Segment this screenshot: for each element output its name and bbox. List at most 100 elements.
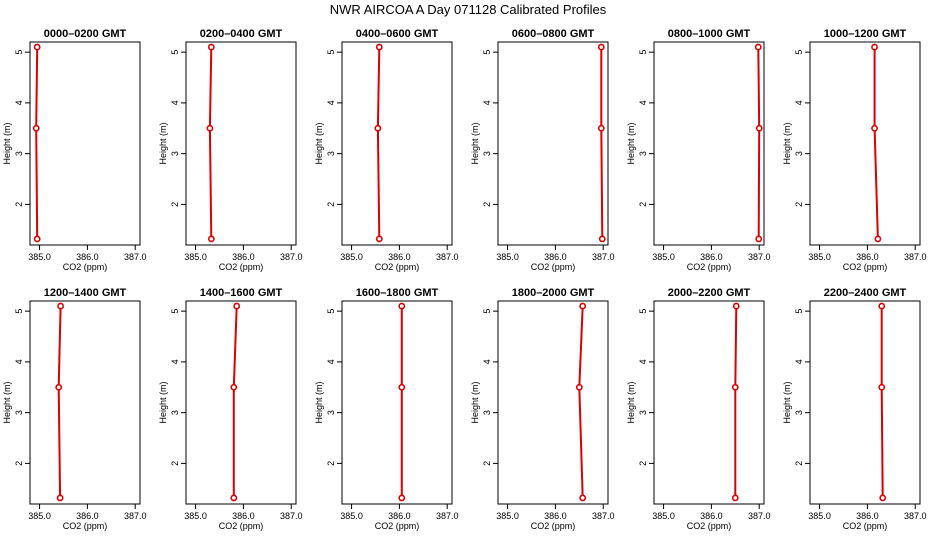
- panel-title: 0800–1000 GMT: [668, 28, 751, 40]
- x-tick-label: 385.0: [496, 511, 519, 521]
- y-tick-label: 5: [482, 50, 492, 55]
- y-axis-label: Height (m): [626, 381, 636, 423]
- x-tick-label: 386.0: [388, 511, 411, 521]
- chart-panel: 0800–1000 GMT 385.0 386.0 387.0 CO2 (ppm) 2 3 4…: [626, 28, 770, 272]
- y-tick-label: 4: [482, 359, 492, 364]
- chart-panel: 1000–1200 GMT 385.0 386.0 387.0 CO2 (ppm) 2 3 4…: [782, 28, 926, 272]
- plot-frame: [653, 300, 765, 505]
- data-point: [597, 124, 605, 132]
- x-tick-label: 387.0: [904, 252, 927, 262]
- y-tick-label: 2: [170, 202, 180, 207]
- y-tick-label: 3: [794, 410, 804, 415]
- x-axis-label: CO2 (ppm): [531, 262, 576, 272]
- data-point: [871, 43, 878, 51]
- x-tick-label: 386.0: [76, 511, 99, 521]
- data-point: [598, 235, 606, 243]
- plot-frame: [341, 300, 453, 505]
- data-point: [207, 43, 215, 51]
- plot-frame: [29, 41, 141, 246]
- y-axis-label: Height (m): [158, 122, 168, 164]
- x-axis-label: CO2 (ppm): [375, 262, 420, 272]
- plot-frame: [497, 300, 609, 505]
- chart-panel: 0200–0400 GMT 385.0 386.0 387.0 CO2 (ppm) 2 3 4…: [158, 28, 302, 272]
- data-point: [398, 302, 406, 310]
- x-tick-label: 387.0: [748, 252, 771, 262]
- chart-panel: 0600–0800 GMT 385.0 386.0 387.0 CO2 (ppm) 2 3 4…: [470, 28, 614, 272]
- data-point: [874, 235, 882, 243]
- data-point: [579, 494, 587, 502]
- y-tick-label: 5: [170, 50, 180, 55]
- x-tick-label: 386.0: [700, 252, 723, 262]
- chart-panel: 1800–2000 GMT 385.0 386.0 387.0 CO2 (ppm) 2 3 4…: [470, 287, 614, 531]
- plot-frame: [809, 41, 921, 246]
- x-tick-label: 386.0: [856, 511, 879, 521]
- y-tick-label: 3: [170, 151, 180, 156]
- data-point: [878, 383, 886, 391]
- profile-line: [232, 306, 238, 498]
- y-tick-label: 5: [326, 309, 336, 314]
- y-tick-label: 5: [482, 309, 492, 314]
- y-tick-label: 5: [638, 50, 648, 55]
- y-tick-label: 5: [14, 309, 24, 314]
- x-tick-label: 387.0: [124, 511, 147, 521]
- panel-title: 1000–1200 GMT: [824, 28, 907, 40]
- y-tick-label: 4: [170, 359, 180, 364]
- panel-title: 0000–0200 GMT: [44, 28, 127, 40]
- x-axis-label: CO2 (ppm): [531, 521, 576, 531]
- data-point: [230, 494, 238, 502]
- x-tick-label: 385.0: [340, 252, 363, 262]
- x-axis-label: CO2 (ppm): [375, 521, 420, 531]
- y-tick-label: 5: [638, 309, 648, 314]
- x-tick-label: 385.0: [652, 511, 675, 521]
- data-point: [375, 235, 383, 243]
- x-tick-label: 386.0: [856, 252, 879, 262]
- y-tick-label: 4: [14, 359, 24, 364]
- chart-panel: 1200–1400 GMT 385.0 386.0 387.0 CO2 (ppm) 2 3 4…: [2, 287, 146, 531]
- x-axis-label: CO2 (ppm): [63, 521, 108, 531]
- y-tick-label: 2: [638, 202, 648, 207]
- plot-frame: [29, 300, 141, 505]
- data-point: [398, 494, 406, 502]
- y-axis-label: Height (m): [2, 381, 12, 423]
- x-tick-label: 385.0: [28, 511, 51, 521]
- data-point: [575, 383, 583, 391]
- x-tick-label: 387.0: [280, 511, 303, 521]
- profile-line: [578, 306, 584, 498]
- data-point: [731, 383, 739, 391]
- profile-line: [757, 47, 761, 239]
- x-tick-label: 386.0: [232, 252, 255, 262]
- profile-line: [880, 306, 884, 498]
- panel-title: 0400–0600 GMT: [356, 28, 439, 40]
- y-tick-label: 4: [794, 359, 804, 364]
- chart-panel: 1600–1800 GMT 385.0 386.0 387.0 CO2 (ppm) 2 3 4…: [314, 287, 458, 531]
- y-tick-label: 2: [170, 461, 180, 466]
- profile-line: [35, 47, 39, 239]
- plot-frame: [185, 41, 297, 246]
- profile-line: [57, 306, 62, 498]
- panel-title: 2000–2200 GMT: [668, 287, 751, 299]
- x-axis-label: CO2 (ppm): [687, 262, 732, 272]
- y-tick-label: 4: [170, 100, 180, 105]
- y-tick-label: 4: [638, 100, 648, 105]
- plot-frame: [185, 300, 297, 505]
- y-tick-label: 2: [482, 461, 492, 466]
- x-axis-label: CO2 (ppm): [843, 521, 888, 531]
- y-axis-label: Height (m): [782, 381, 792, 423]
- data-point: [32, 124, 40, 132]
- x-axis-label: CO2 (ppm): [63, 262, 108, 272]
- data-point: [879, 494, 887, 502]
- data-point: [398, 383, 406, 391]
- y-tick-label: 3: [14, 410, 24, 415]
- y-tick-label: 2: [326, 461, 336, 466]
- x-tick-label: 386.0: [544, 511, 567, 521]
- y-tick-label: 5: [326, 50, 336, 55]
- x-tick-label: 387.0: [592, 511, 615, 521]
- x-axis-label: CO2 (ppm): [219, 521, 264, 531]
- data-point: [732, 302, 740, 310]
- data-point: [230, 383, 238, 391]
- y-axis-label: Height (m): [314, 122, 324, 164]
- profile-line: [208, 47, 213, 239]
- y-tick-label: 4: [14, 100, 24, 105]
- data-point: [579, 302, 587, 310]
- x-tick-label: 385.0: [340, 511, 363, 521]
